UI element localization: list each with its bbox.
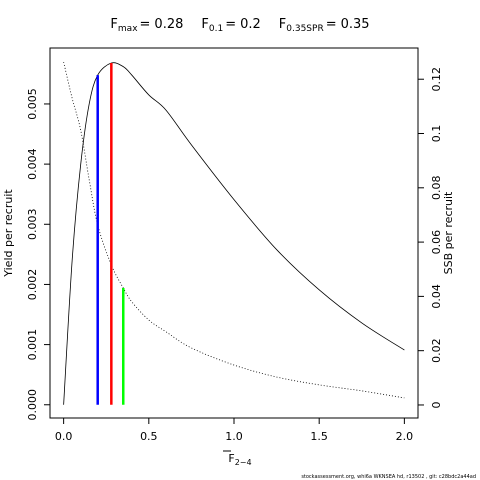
y2-tick-label: 0	[430, 401, 443, 408]
y-tick-label: 0.003	[26, 209, 39, 241]
title-subscript: 0.35SPR	[286, 24, 323, 34]
y-tick-label: 0.001	[26, 329, 39, 361]
x-label-symbol: F	[228, 452, 234, 465]
chart-title: Fmax = 0.28 F0.1 = 0.2 F0.35SPR = 0.35	[110, 17, 369, 34]
title-value: 0.2	[240, 17, 261, 32]
x-tick-label: 1.0	[225, 430, 243, 443]
x-label-subscript: 2−4	[235, 458, 252, 467]
y2-axis-label: SSB per recruit	[442, 191, 455, 274]
y-tick-label: 0.000	[26, 389, 39, 421]
title-relation: =	[326, 17, 337, 32]
title-subscript: max	[118, 24, 138, 34]
footer: stockassessment.org, whi6a WKNSEA hd, r1…	[301, 474, 476, 480]
x-tick-label: 0.5	[140, 430, 158, 443]
x-axis-label: F2−4	[228, 452, 251, 467]
title-value: 0.28	[154, 17, 183, 32]
y2-tick-label: 0.02	[430, 338, 443, 363]
y-tick-label: 0.004	[26, 148, 39, 180]
y2-tick-label: 0.08	[430, 176, 443, 201]
title-value: 0.35	[341, 17, 370, 32]
y-axis-label: Yield per recruit	[2, 189, 15, 278]
x-tick-label: 1.5	[310, 430, 328, 443]
y2-tick-label: 0.06	[430, 230, 443, 255]
x-tick-label: 2.0	[396, 430, 414, 443]
x-tick-label: 0.0	[55, 430, 73, 443]
y-tick-label: 0.005	[26, 88, 39, 120]
curve	[63, 62, 405, 399]
y2-tick-label: 0.1	[430, 125, 443, 143]
y2-tick-label: 0.12	[430, 67, 443, 92]
title-symbol: F	[279, 17, 286, 32]
title-symbol: F	[110, 17, 117, 32]
y-tick-label: 0.002	[26, 269, 39, 301]
title-symbol: F	[201, 17, 208, 32]
curve	[63, 62, 405, 405]
title-relation: =	[225, 17, 236, 32]
title-relation: =	[140, 17, 151, 32]
title-subscript: 0.1	[209, 24, 223, 34]
y2-tick-label: 0.04	[430, 284, 443, 309]
